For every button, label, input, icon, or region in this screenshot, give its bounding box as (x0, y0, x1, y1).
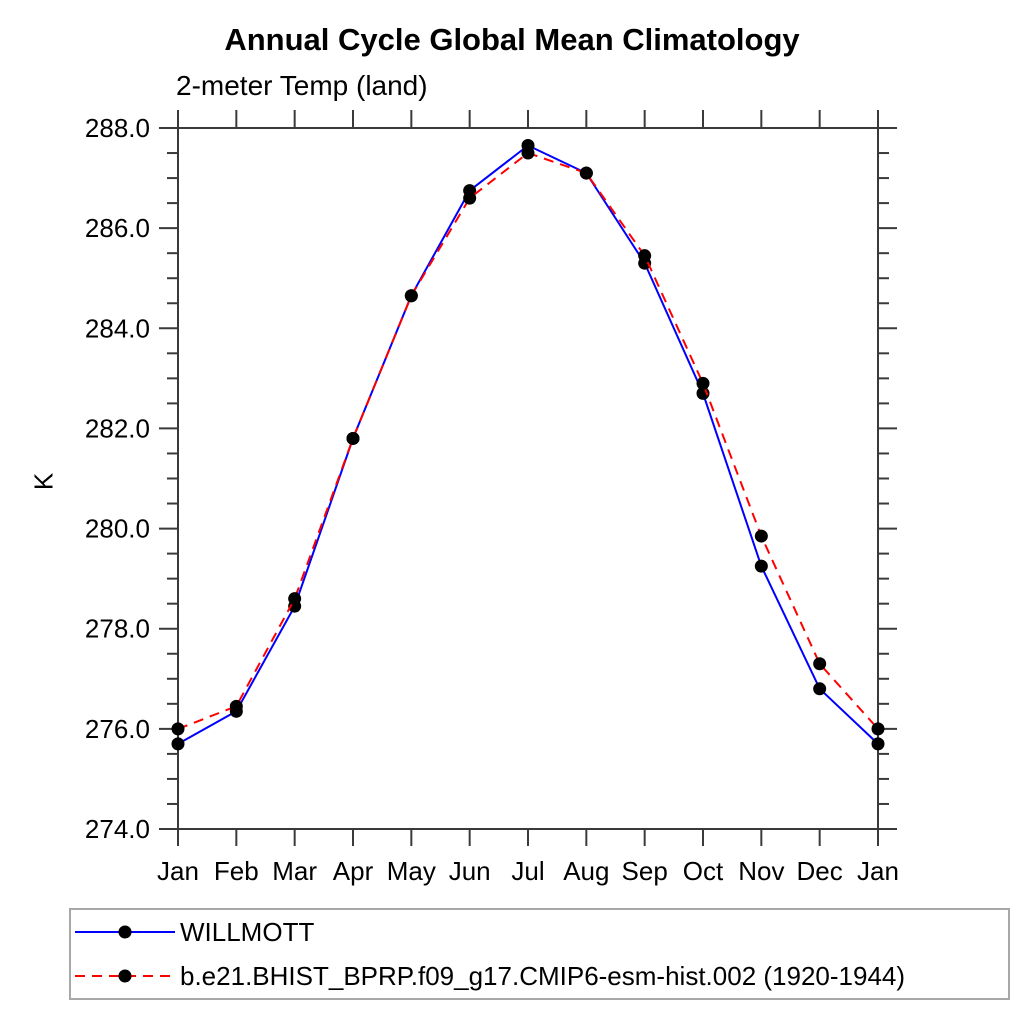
data-point-marker (463, 191, 477, 205)
data-point-marker (229, 699, 243, 713)
x-tick-label: Jan (857, 856, 899, 886)
x-tick-label: Mar (272, 856, 317, 886)
data-point-marker (171, 722, 185, 736)
chart-subtitle: 2-meter Temp (land) (176, 70, 428, 101)
x-tick-label: Oct (683, 856, 724, 886)
data-point-marker (754, 529, 768, 543)
legend-label-model: b.e21.BHIST_BPRP.f09_g17.CMIP6-esm-hist.… (180, 960, 906, 991)
data-point-marker (288, 592, 302, 606)
x-tick-label: Jun (449, 856, 491, 886)
data-point-marker (813, 657, 827, 671)
x-tick-label: Nov (738, 856, 784, 886)
x-tick-label: Aug (563, 856, 609, 886)
y-tick-label: 274.0 (85, 814, 150, 844)
data-point-marker (754, 559, 768, 573)
legend-line-dashed-red (75, 969, 175, 983)
data-point-marker (404, 289, 418, 303)
y-tick-label: 284.0 (85, 313, 150, 343)
legend-marker-dot (118, 969, 132, 983)
y-tick-label: 278.0 (85, 614, 150, 644)
x-tick-label: Jan (157, 856, 199, 886)
series-line-0 (177, 144, 879, 745)
y-tick-label: 288.0 (85, 113, 150, 143)
data-point-marker (521, 146, 535, 160)
legend-line-solid-blue (75, 925, 175, 939)
plot-frame (177, 127, 879, 830)
data-point-marker (696, 376, 710, 390)
data-point-marker (579, 166, 593, 180)
x-tick-label: Sep (622, 856, 668, 886)
y-tick-label: 280.0 (85, 514, 150, 544)
x-tick-label: Feb (214, 856, 259, 886)
data-point-marker (171, 737, 185, 751)
y-tick-label: 276.0 (85, 714, 150, 744)
x-tick-label: Dec (797, 856, 843, 886)
legend-marker-dot (118, 925, 132, 939)
legend-item-willmott: WILLMOTT (74, 911, 1008, 953)
data-point-marker (813, 682, 827, 696)
x-tick-label: Jul (511, 856, 544, 886)
y-tick-label: 286.0 (85, 213, 150, 243)
data-point-marker (638, 249, 652, 263)
data-point-marker (871, 737, 885, 751)
legend-item-model: b.e21.BHIST_BPRP.f09_g17.CMIP6-esm-hist.… (74, 955, 1008, 997)
x-tick-label: Apr (333, 856, 374, 886)
chart-title: Annual Cycle Global Mean Climatology (224, 22, 800, 57)
legend-label-willmott: WILLMOTT (180, 916, 315, 947)
data-point-marker (346, 431, 360, 445)
data-point-marker (871, 722, 885, 736)
series-line-1 (177, 151, 879, 730)
legend: WILLMOTT b.e21.BHIST_BPRP.f09_g17.CMIP6-… (69, 908, 1010, 1000)
y-tick-label: 282.0 (85, 413, 150, 443)
x-tick-label: May (387, 856, 436, 886)
